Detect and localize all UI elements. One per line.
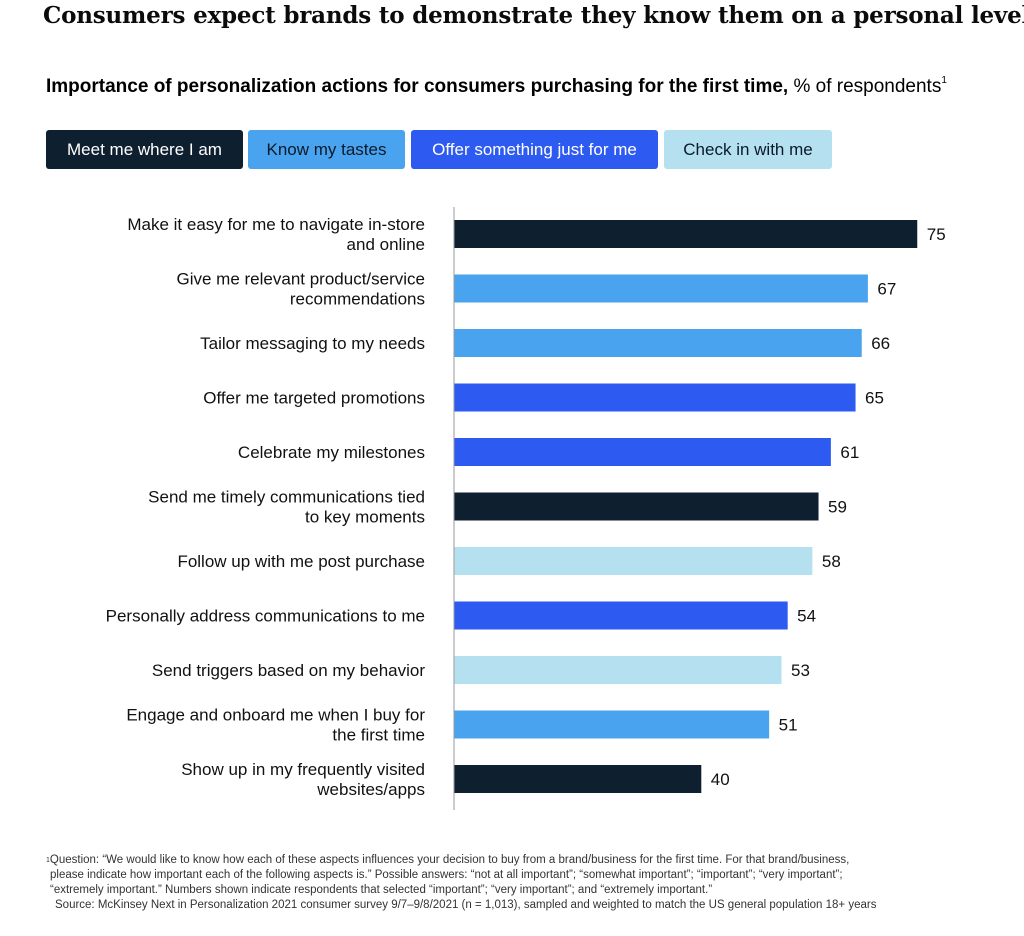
- footnote: 1Question: “We would like to know how ea…: [46, 853, 1006, 913]
- footnote-question-line-2: please indicate how important each of th…: [50, 869, 843, 881]
- data-label: 67: [877, 280, 896, 299]
- category-label: Celebrate my milestones: [238, 443, 425, 462]
- category-label: Tailor messaging to my needs: [200, 334, 425, 353]
- data-label: 65: [865, 389, 884, 408]
- category-label-line: Tailor messaging to my needs: [200, 334, 425, 353]
- category-label-line: Engage and onboard me when I buy for: [126, 706, 425, 725]
- category-label-line: Give me relevant product/service: [177, 270, 426, 289]
- category-label-line: Make it easy for me to navigate in-store: [127, 215, 425, 234]
- category-label-line: Send triggers based on my behavior: [152, 661, 425, 680]
- legend-button-check-in-with-me[interactable]: Check in with me: [664, 130, 832, 169]
- category-label: Send triggers based on my behavior: [152, 661, 425, 680]
- legend-button-know-my-tastes[interactable]: Know my tastes: [248, 130, 405, 169]
- category-label-line: and online: [347, 235, 425, 254]
- category-label-line: the first time: [332, 726, 425, 745]
- category-label-line: Personally address communications to me: [106, 607, 425, 626]
- category-label: Follow up with me post purchase: [177, 552, 425, 571]
- bar: [454, 765, 702, 793]
- category-label: Personally address communications to me: [106, 607, 425, 626]
- data-label: 53: [791, 661, 810, 680]
- data-label: 61: [840, 443, 859, 462]
- category-label: Make it easy for me to navigate in-store…: [127, 215, 425, 254]
- category-label-line: Offer me targeted promotions: [203, 389, 425, 408]
- category-label-line: Celebrate my milestones: [238, 443, 425, 462]
- category-label: Send me timely communications tied to key…: [148, 488, 425, 527]
- bar: [454, 656, 782, 684]
- data-label: 40: [711, 770, 730, 789]
- chart-subtitle: Importance of personalization actions fo…: [46, 75, 947, 98]
- category-label-line: recommendations: [290, 290, 425, 309]
- bar: [454, 383, 856, 412]
- bar: [454, 274, 868, 303]
- bar: [454, 220, 918, 248]
- data-label: 58: [822, 552, 841, 571]
- category-label-line: to key moments: [305, 508, 425, 527]
- subtitle-bold: Importance of personalization actions fo…: [46, 76, 789, 97]
- subtitle-footnote-marker: 1: [941, 75, 947, 86]
- footnote-marker: 1: [46, 857, 50, 864]
- category-label-line: Send me timely communications tied: [148, 488, 425, 507]
- bar: [454, 329, 862, 357]
- bar: [454, 547, 813, 575]
- data-label: 66: [871, 334, 890, 353]
- footnote-question-line-3: “extremely important.” Numbers shown ind…: [50, 884, 713, 896]
- data-label: 54: [797, 607, 816, 626]
- data-label: 59: [828, 498, 847, 517]
- category-label: Offer me targeted promotions: [203, 389, 425, 408]
- data-label: 75: [927, 225, 946, 244]
- category-label-line: Show up in my frequently visited: [181, 760, 425, 779]
- bar: [454, 492, 819, 521]
- legend-button-offer-something-just-for-me[interactable]: Offer something just for me: [411, 130, 658, 169]
- bar: [454, 601, 788, 630]
- data-label: 51: [779, 716, 798, 735]
- category-label: Give me relevant product/service recommen…: [177, 270, 426, 309]
- subtitle-unit: % of respondents: [788, 76, 942, 97]
- category-label: Show up in my frequently visited websites…: [181, 760, 425, 799]
- footnote-source: Source: McKinsey Next in Personalization…: [55, 899, 877, 911]
- bar: [454, 438, 831, 466]
- footnote-question: Question: “We would like to know how eac…: [49, 854, 850, 866]
- category-label-line: Follow up with me post purchase: [177, 552, 425, 571]
- bar: [454, 710, 770, 739]
- category-label: Engage and onboard me when I buy for the …: [126, 706, 425, 745]
- legend-button-meet-me-where-i-am[interactable]: Meet me where I am: [46, 130, 243, 169]
- headline: Consumers expect brands to demonstrate t…: [43, 2, 1024, 29]
- category-label-line: websites/apps: [316, 780, 425, 799]
